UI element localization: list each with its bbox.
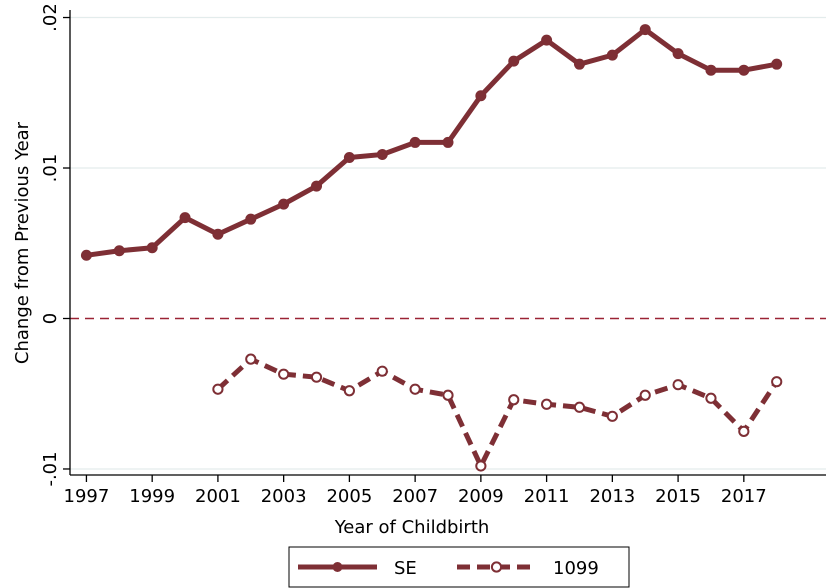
data-point-1099 [771,376,783,388]
series-line-1099 [216,356,779,469]
data-point-1099 [278,368,290,380]
x-axis-title: Year of Childbirth [334,517,490,538]
data-point-1099 [310,371,323,383]
legend-marker-SE [332,562,343,572]
data-point-SE [639,24,651,36]
data-point-1099 [672,379,684,391]
data-point-SE [771,58,783,70]
data-point-SE [475,90,487,102]
data-point-SE [376,148,388,160]
y-ticks: -.01 0 .01 .02 [40,3,70,487]
data-point-SE [738,64,750,76]
series-line-SE [86,27,778,258]
data-point-SE [179,212,191,224]
data-point-SE [606,49,618,61]
data-point-SE [705,64,717,76]
data-point-1099 [639,389,651,401]
x-tick-label: 2005 [326,486,372,507]
data-point-SE [672,48,684,60]
data-point-1099 [606,410,618,422]
legend-label-1099: 1099 [553,558,599,579]
data-point-1099 [738,425,750,437]
x-tick-label: 1999 [129,486,175,507]
data-point-SE [311,180,323,192]
data-point-SE [541,34,553,46]
series-layer [80,24,783,472]
axes [69,10,826,476]
data-point-SE [409,136,421,148]
x-tick-label: 2007 [392,486,438,507]
legend-items: SE 1099 [298,558,599,579]
data-point-1099 [376,365,388,377]
x-ticks: 1997 1999 2001 2003 2005 2007 2009 2011 2013 2015… [64,475,767,507]
data-point-1099 [212,383,224,395]
data-point-SE [573,58,585,70]
data-point-1099 [705,392,717,404]
data-point-1099 [245,353,257,365]
data-point-SE [442,136,454,148]
x-tick-label: 2011 [524,486,570,507]
y-tick-label: .02 [40,3,61,32]
data-point-1099 [475,460,487,472]
x-tick-label: 2015 [655,486,701,507]
data-point-1099 [343,385,355,397]
data-point-1099 [508,394,520,406]
y-tick-label: -.01 [40,451,61,486]
data-point-SE [245,213,257,225]
x-tick-label: 2009 [458,486,504,507]
data-point-SE [278,198,290,210]
data-point-1099 [541,398,553,410]
data-point-SE [508,55,520,67]
data-point-SE [113,245,125,257]
data-point-SE [212,228,224,240]
legend-label-SE: SE [394,558,417,579]
y-tick-label: 0 [40,313,61,324]
x-tick-label: 2017 [721,486,767,507]
legend-marker-1099 [490,561,503,573]
data-point-1099 [409,383,421,395]
x-tick-label: 2003 [261,486,307,507]
gridlines [70,16,826,470]
x-tick-label: 2001 [195,486,241,507]
legend: SE 1099 [288,546,630,588]
data-point-SE [80,249,92,261]
data-point-SE [343,151,355,163]
y-axis-title: Change from Previous Year [12,121,33,364]
x-tick-label: 2013 [589,486,635,507]
y-tick-label: .01 [40,154,61,183]
data-point-1099 [442,389,454,401]
data-point-1099 [573,401,586,413]
data-point-SE [146,242,158,254]
x-tick-label: 1997 [64,486,110,507]
